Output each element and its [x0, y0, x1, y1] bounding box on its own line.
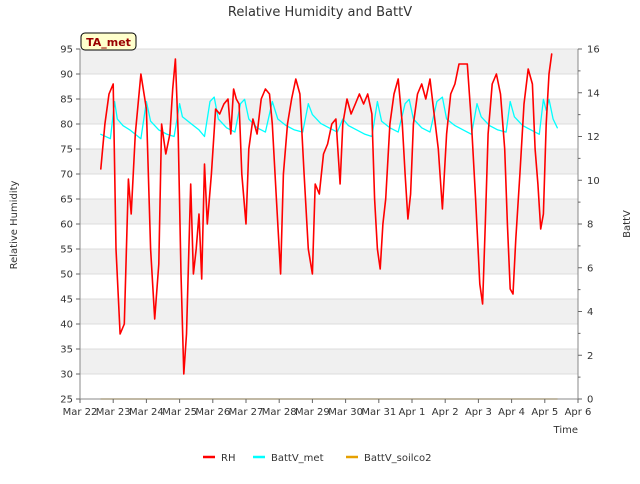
y-tick-label-left: 45: [60, 295, 73, 306]
x-tick-label: Mar 31: [361, 407, 396, 418]
x-tick-label: Apr 1: [399, 407, 426, 418]
grid-band: [80, 149, 578, 174]
x-tick-label: Apr 5: [531, 407, 558, 418]
x-tick-label: Mar 26: [195, 407, 230, 418]
x-tick-label: Mar 28: [262, 407, 297, 418]
y-tick-label-left: 50: [60, 270, 73, 281]
y-tick-label-left: 35: [60, 345, 73, 356]
chart-title: Relative Humidity and BattV: [228, 5, 412, 20]
y-tick-label-left: 85: [60, 95, 73, 106]
x-tick-label: Apr 2: [432, 407, 459, 418]
y-tick-label-left: 60: [60, 220, 73, 231]
station-badge-label: TA_met: [86, 36, 131, 49]
x-tick-label: Mar 22: [63, 407, 98, 418]
y-tick-label-left: 25: [60, 395, 73, 406]
x-axis-label: Time: [553, 425, 578, 436]
y-axis-label-right: BattV: [622, 210, 633, 238]
x-tick-label: Mar 23: [96, 407, 131, 418]
grid-band: [80, 199, 578, 224]
y-tick-label-left: 30: [60, 370, 73, 381]
x-tick-label: Mar 25: [162, 407, 197, 418]
y-axis-label-left: Relative Humidity: [9, 181, 20, 270]
x-tick-label: Apr 4: [498, 407, 525, 418]
legend: RH BattV_met BattV_soilco2: [203, 453, 432, 464]
x-tick-label: Mar 29: [295, 407, 330, 418]
y-tick-label-left: 40: [60, 320, 73, 331]
y-tick-label-left: 90: [60, 70, 73, 81]
x-tick-label: Mar 24: [129, 407, 164, 418]
legend-label-battv-met: BattV_met: [271, 453, 324, 464]
y-tick-label-left: 70: [60, 170, 73, 181]
legend-label-battv-soilco2: BattV_soilco2: [364, 453, 432, 464]
y-tick-label-left: 95: [60, 45, 73, 56]
grid-band: [80, 349, 578, 374]
station-badge-box: [80, 32, 137, 51]
y-tick-label-right: 12: [587, 132, 600, 143]
grid-band: [80, 249, 578, 274]
axes: [76, 48, 582, 403]
x-tick-label: Mar 27: [229, 407, 264, 418]
tick-labels: 25 30 35 40 45 50 55 60 65 70 75 80 85 90 95 0 2 4 6 8 10 12 1…: [60, 45, 599, 419]
y-tick-label-left: 80: [60, 120, 73, 131]
legend-label-rh: RH: [221, 453, 235, 464]
series-line-rh: [100, 53, 553, 375]
y-tick-label-right: 6: [587, 263, 593, 274]
x-tick-label: Mar 30: [328, 407, 363, 418]
grid-band: [80, 299, 578, 324]
station-badge: TA_met: [80, 32, 137, 51]
y-tick-label-left: 65: [60, 195, 73, 206]
y-tick-label-right: 10: [587, 176, 600, 187]
y-tick-label-left: 75: [60, 145, 73, 156]
x-tick-label: Apr 3: [465, 407, 492, 418]
y-tick-label-right: 14: [587, 88, 600, 99]
y-tick-label-right: 0: [587, 395, 593, 406]
grid-band: [80, 99, 578, 124]
x-tick-label: Apr 6: [565, 407, 592, 418]
grid-band: [80, 49, 578, 74]
y-tick-label-right: 8: [587, 220, 593, 231]
y-tick-label-left: 55: [60, 245, 73, 256]
y-tick-label-right: 16: [587, 45, 600, 56]
y-tick-label-right: 4: [587, 307, 593, 318]
y-tick-label-right: 2: [587, 351, 593, 362]
